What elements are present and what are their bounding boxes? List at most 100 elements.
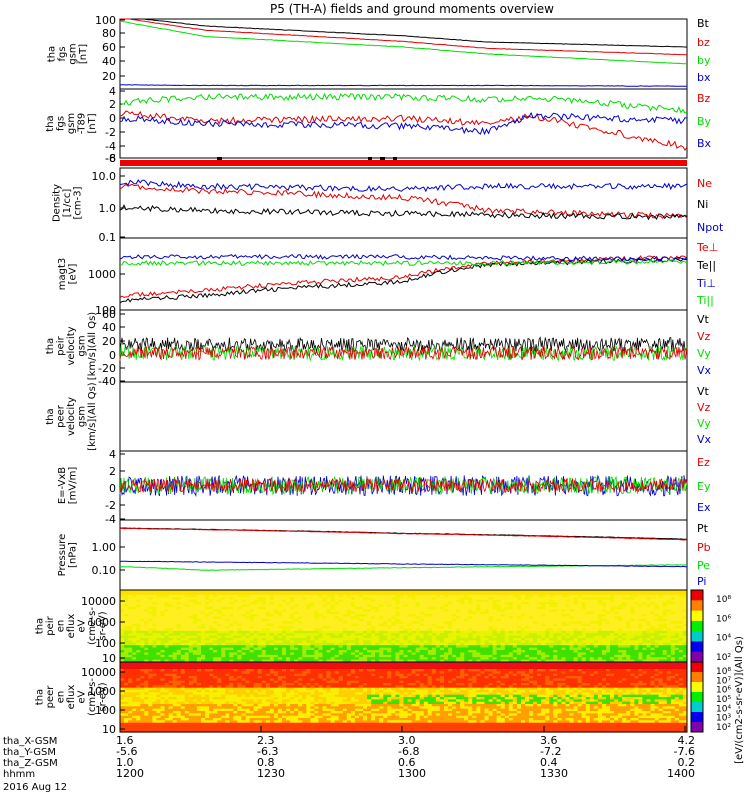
spectrogram-cell bbox=[314, 638, 319, 641]
spectrogram-cell bbox=[444, 611, 449, 615]
spectrogram-cell bbox=[379, 638, 384, 641]
spectrogram-cell bbox=[132, 659, 137, 663]
spectrogram-cell bbox=[241, 647, 247, 651]
spectrogram-cell bbox=[124, 685, 129, 689]
spectrogram-cell bbox=[488, 638, 494, 641]
spectrogram-cell bbox=[148, 604, 153, 608]
spectrogram-cell bbox=[460, 597, 465, 601]
spectrogram-cell bbox=[237, 638, 242, 641]
spectrogram-cell bbox=[383, 599, 388, 603]
spectrogram-cell bbox=[452, 659, 457, 663]
spectrogram-cell bbox=[363, 642, 368, 646]
spectrogram-cell bbox=[237, 633, 242, 637]
spectrogram-cell bbox=[120, 697, 125, 700]
spectrogram-cell bbox=[128, 680, 133, 684]
spectrogram-cell bbox=[573, 604, 579, 608]
spectrogram-cell bbox=[488, 654, 494, 658]
y-tick-label: 60 bbox=[102, 41, 116, 54]
spectrogram-cell bbox=[476, 618, 481, 622]
spectrogram-cell bbox=[614, 638, 619, 641]
spectrogram-cell bbox=[391, 590, 396, 593]
spectrogram-cell bbox=[537, 642, 542, 646]
spectrogram-cell bbox=[188, 715, 194, 719]
spectrogram-cell bbox=[330, 609, 336, 613]
spectrogram-cell bbox=[423, 597, 429, 601]
spectrogram-cell bbox=[322, 640, 328, 644]
spectrogram-cell bbox=[448, 611, 453, 615]
spectrogram-cell bbox=[257, 606, 263, 610]
spectrogram-cell bbox=[626, 592, 631, 596]
spectrogram-cell bbox=[168, 725, 174, 728]
spectrogram-cell bbox=[500, 635, 506, 639]
spectrogram-cell bbox=[184, 633, 190, 637]
spectrogram-cell bbox=[581, 645, 587, 649]
spectrogram-cell bbox=[152, 690, 157, 693]
spectrogram-cell bbox=[140, 594, 145, 598]
y-axis-label-line: velocity bbox=[66, 397, 77, 436]
spectrogram-cell bbox=[176, 676, 182, 679]
spectrogram-cell bbox=[192, 678, 198, 682]
spectrogram-cell bbox=[375, 626, 380, 629]
spectrogram-cell bbox=[512, 621, 518, 625]
spectrogram-cell bbox=[192, 671, 198, 675]
spectrogram-cell bbox=[610, 633, 615, 637]
spectrogram-cell bbox=[375, 618, 380, 622]
spectrogram-cell bbox=[423, 623, 429, 627]
spectrogram-cell bbox=[533, 628, 538, 632]
spectrogram-cell bbox=[435, 657, 441, 661]
spectrogram-cell bbox=[257, 618, 263, 622]
spectrogram-cell bbox=[188, 701, 194, 705]
spectrogram-cell bbox=[286, 657, 291, 661]
spectrogram-cell bbox=[383, 654, 388, 658]
spectrogram-cell bbox=[626, 638, 631, 641]
spectrogram-cell bbox=[132, 680, 137, 684]
spectrogram-cell bbox=[614, 621, 619, 625]
spectrogram-cell bbox=[302, 623, 307, 627]
spectrogram-cell bbox=[512, 618, 518, 622]
spectrogram-cell bbox=[358, 633, 364, 637]
spectrogram-cell bbox=[435, 592, 441, 596]
spectrogram-cell bbox=[342, 623, 348, 627]
spectrogram-cell bbox=[553, 645, 558, 649]
spectrogram-cell bbox=[192, 666, 198, 670]
spectrogram-cell bbox=[662, 635, 668, 639]
spectrogram-cell bbox=[358, 657, 364, 661]
spectrogram-cell bbox=[363, 590, 368, 593]
spectrogram-cell bbox=[136, 671, 141, 675]
spectrogram-cell bbox=[120, 638, 125, 641]
spectrogram-cell bbox=[512, 609, 518, 613]
spectrogram-cell bbox=[581, 640, 587, 644]
spectrogram-cell bbox=[136, 623, 141, 627]
spectrogram-cell bbox=[124, 678, 129, 682]
spectrogram-cell bbox=[529, 590, 534, 593]
spectrogram-cell bbox=[318, 628, 323, 632]
spectrogram-cell bbox=[411, 611, 417, 615]
spectrogram-cell bbox=[237, 604, 242, 608]
spectrogram-cell bbox=[581, 630, 587, 634]
spectrogram-cell bbox=[156, 616, 161, 620]
spectrogram-cell bbox=[184, 676, 190, 679]
spectrogram-cell bbox=[164, 671, 170, 675]
spectrogram-cell bbox=[682, 606, 688, 610]
spectrogram-cell bbox=[662, 647, 668, 651]
spectrogram-cell bbox=[638, 635, 643, 639]
spectrogram-cell bbox=[273, 609, 279, 613]
spectrogram-cell bbox=[488, 628, 494, 632]
spectrogram-cell bbox=[180, 720, 186, 724]
spectrogram-cell bbox=[504, 633, 510, 637]
spectrogram-cell bbox=[132, 616, 137, 620]
spectrogram-cell bbox=[233, 645, 238, 649]
spectrogram-cell bbox=[367, 592, 372, 596]
spectrogram-cell bbox=[140, 701, 145, 705]
spectrogram-cell bbox=[419, 594, 425, 598]
spectrogram-cell bbox=[577, 650, 583, 653]
spectrogram-cell bbox=[257, 623, 263, 627]
spectrogram-cell bbox=[634, 657, 639, 661]
spectrogram-cell bbox=[326, 638, 332, 641]
spectrogram-cell bbox=[614, 659, 619, 663]
spectrogram-cell bbox=[456, 638, 461, 641]
spectrogram-cell bbox=[646, 650, 652, 653]
spectrogram-cell bbox=[391, 647, 396, 651]
spectrogram-cell bbox=[654, 645, 660, 649]
spectrogram-cell bbox=[152, 678, 157, 682]
